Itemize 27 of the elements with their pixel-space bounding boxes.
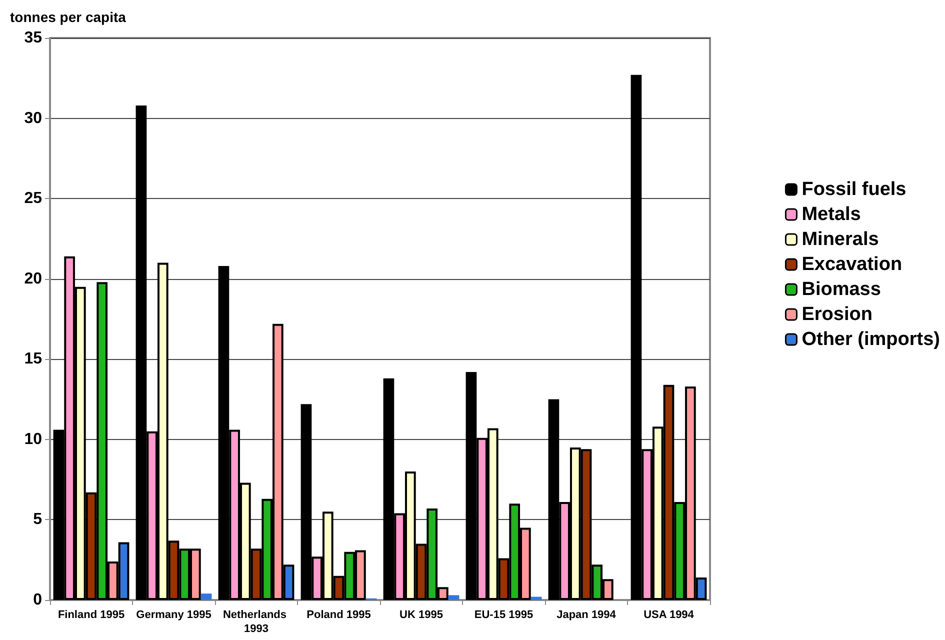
legend-label: Excavation <box>802 254 902 275</box>
legend-label: Metals <box>802 204 861 225</box>
y-tick-label: 10 <box>24 430 42 448</box>
y-tick-label: 25 <box>24 190 42 208</box>
bar <box>530 596 542 600</box>
y-tick-label: 20 <box>24 270 42 288</box>
y-tick-label: 5 <box>33 511 42 528</box>
x-tick-label: Finland 1995 <box>58 609 125 621</box>
y-axis-title: tonnes per capita <box>10 9 126 25</box>
legend-label: Erosion <box>802 304 872 325</box>
bar <box>448 595 460 600</box>
legend-label: Minerals <box>802 229 879 250</box>
x-tick-label: UK 1995 <box>400 609 443 621</box>
legend-label: Biomass <box>802 279 881 300</box>
y-tick-label: 15 <box>24 350 42 368</box>
x-tick-label: Poland 1995 <box>306 609 371 621</box>
x-tick-label: Netherlands 1993 <box>222 609 290 635</box>
y-tick-label: 30 <box>24 110 42 127</box>
x-tick-label: Germany 1995 <box>136 609 212 621</box>
y-tick-label: 35 <box>24 30 42 46</box>
legend-label: Fossil fuels <box>802 179 906 200</box>
bar <box>200 594 212 600</box>
y-tick-label: 0 <box>33 592 42 608</box>
x-tick-label: EU-15 1995 <box>474 609 534 621</box>
x-tick-label: USA 1994 <box>644 609 695 621</box>
x-tick-label: Japan 1994 <box>556 609 617 621</box>
legend-label: Other (imports) <box>802 329 940 350</box>
